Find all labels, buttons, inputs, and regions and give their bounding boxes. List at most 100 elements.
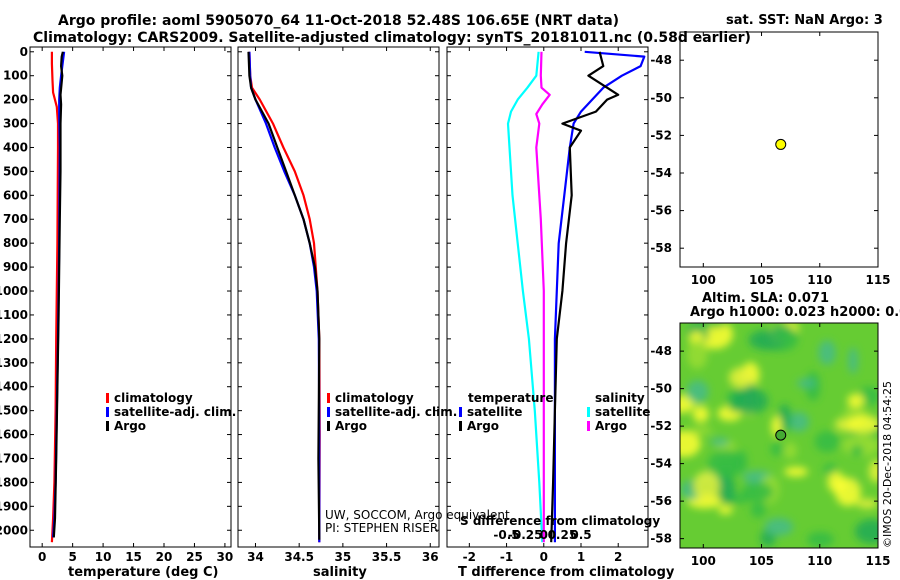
legend-swatch-t-argo xyxy=(459,421,462,431)
s-diff-tick-label: 0.5 xyxy=(570,528,591,542)
depth-tick-label: 1100 xyxy=(0,308,28,322)
map-lat-label: -52 xyxy=(650,128,672,142)
x-tick-label: 25 xyxy=(186,550,203,564)
sla-texture-blob xyxy=(698,323,727,329)
salinity-panel-frame xyxy=(237,46,440,548)
legend-swatch-climatology xyxy=(327,393,330,403)
credit-line1: UW, SOCCOM, Argo equivalent xyxy=(325,508,510,522)
series-line-climatology xyxy=(248,51,321,543)
depth-tick-label: 2000 xyxy=(0,523,28,537)
legend-label-argo: Argo xyxy=(335,419,367,433)
legend-swatch-satellite-adj xyxy=(106,407,109,417)
map-lat-label: -52 xyxy=(650,419,672,433)
x-tick-label: 34.5 xyxy=(284,550,314,564)
series-line-climatology xyxy=(50,51,60,543)
t-difference-axis-label: T difference from climatology xyxy=(458,565,675,580)
series-line-t-argo xyxy=(550,51,620,543)
legend-label-s-argo: Argo xyxy=(595,419,627,433)
depth-tick-label: 0 xyxy=(20,45,28,59)
x-tick-label: 5 xyxy=(68,550,76,564)
series-line-satellite-adj-clim- xyxy=(248,51,321,543)
map-lat-label: -50 xyxy=(650,91,672,105)
sla-texture-blob xyxy=(868,459,878,483)
depth-tick-label: 1500 xyxy=(0,404,28,418)
legend-difference: temperature satellite Argo salinity sate… xyxy=(459,391,650,433)
series-line-s-argo xyxy=(535,51,551,543)
sla-heatmap xyxy=(680,323,878,548)
sla-texture-blob xyxy=(686,380,709,404)
sla-texture-blob xyxy=(692,405,709,423)
x-tick-label: 10 xyxy=(95,550,112,564)
sla-texture-blob xyxy=(835,477,861,507)
depth-tick-label: 400 xyxy=(3,140,28,154)
sla-texture-blob xyxy=(848,347,859,374)
depth-tick-label: 1800 xyxy=(0,475,28,489)
sla-texture-blob xyxy=(775,329,799,341)
x-tick-label: 0 xyxy=(38,550,46,564)
depth-tick-label: 100 xyxy=(3,69,28,83)
legend-heading-temperature: temperature xyxy=(468,391,553,405)
map-lon-label: 100 xyxy=(691,554,716,568)
x-tick-label: -2 xyxy=(463,550,476,564)
depth-tick-label: 1900 xyxy=(0,499,28,513)
legend-label-satellite-adj: satellite-adj. clim. xyxy=(114,405,236,419)
sla-map-title1: Altim. SLA: 0.071 xyxy=(702,291,829,306)
depth-tick-label: 600 xyxy=(3,188,28,202)
sla-texture-blob xyxy=(850,445,864,457)
s-difference-axis-label: S difference from climatology xyxy=(460,514,660,528)
legend-heading-salinity: salinity xyxy=(595,391,645,405)
sla-texture-blob xyxy=(718,505,733,515)
sla-texture-blob xyxy=(818,340,836,366)
sla-map-title2: Argo h1000: 0.023 h2000: 0.03 xyxy=(690,305,900,320)
depth-tick-label: 800 xyxy=(3,236,28,250)
map-lat-label: -54 xyxy=(650,457,672,471)
sst-map-title: sat. SST: NaN Argo: 3 xyxy=(726,13,883,28)
legend-swatch-argo xyxy=(327,421,330,431)
sla-texture-blob xyxy=(693,471,720,501)
depth-tick-label: 300 xyxy=(3,117,28,131)
depth-tick-label: 1300 xyxy=(0,356,28,370)
s-diff-tick-label: -0.5 xyxy=(493,528,519,542)
legend-swatch-satellite-adj xyxy=(327,407,330,417)
sla-texture-blob xyxy=(741,482,774,502)
s-diff-tick-label: 0 xyxy=(540,528,548,542)
sla-texture-blob xyxy=(764,517,794,536)
sla-texture-blob xyxy=(847,393,865,408)
legend-swatch-t-satellite xyxy=(459,407,462,417)
legend-label-climatology: climatology xyxy=(114,391,193,405)
sla-texture-blob xyxy=(788,412,810,432)
legend-swatch-argo xyxy=(106,421,109,431)
sla-texture-blob xyxy=(846,415,878,434)
legend-swatch-s-satellite xyxy=(587,407,590,417)
sla-texture-blob xyxy=(806,531,834,548)
plot-title-line1: Argo profile: aoml 5905070_64 11-Oct-201… xyxy=(58,13,620,29)
depth-tick-label: 1000 xyxy=(0,284,28,298)
x-tick-label: 1 xyxy=(577,550,585,564)
s-diff-tick-label: 0.25 xyxy=(548,528,578,542)
depth-tick-label: 1400 xyxy=(0,380,28,394)
sla-texture-blob xyxy=(750,502,766,518)
legend-temperature: climatology satellite-adj. clim. Argo xyxy=(106,391,236,433)
map-lon-label: 110 xyxy=(807,273,832,287)
map-lon-label: 115 xyxy=(865,273,890,287)
x-tick-label: 2 xyxy=(614,550,622,564)
map-lon-label: 100 xyxy=(691,273,716,287)
map-lat-label: -48 xyxy=(650,344,672,358)
sla-texture-blob xyxy=(708,449,743,479)
map-lon-label: 105 xyxy=(749,554,774,568)
x-tick-label: 0 xyxy=(540,550,548,564)
legend-label-s-satellite: satellite xyxy=(595,405,650,419)
sla-texture-blob xyxy=(686,340,708,369)
sla-texture-blob xyxy=(856,498,878,509)
s-diff-tick-label: -0.25 xyxy=(508,528,543,542)
sst-argo-position-marker xyxy=(775,138,787,150)
salinity-axis-label: salinity xyxy=(313,565,367,580)
sla-map-frame xyxy=(679,322,879,549)
map-lat-label: -56 xyxy=(650,204,672,218)
sla-texture-blob xyxy=(814,430,840,453)
x-tick-label: 35 xyxy=(335,550,352,564)
legend-label-t-satellite: satellite xyxy=(467,405,522,419)
map-lat-label: -48 xyxy=(650,53,672,67)
map-lon-label: 110 xyxy=(807,554,832,568)
